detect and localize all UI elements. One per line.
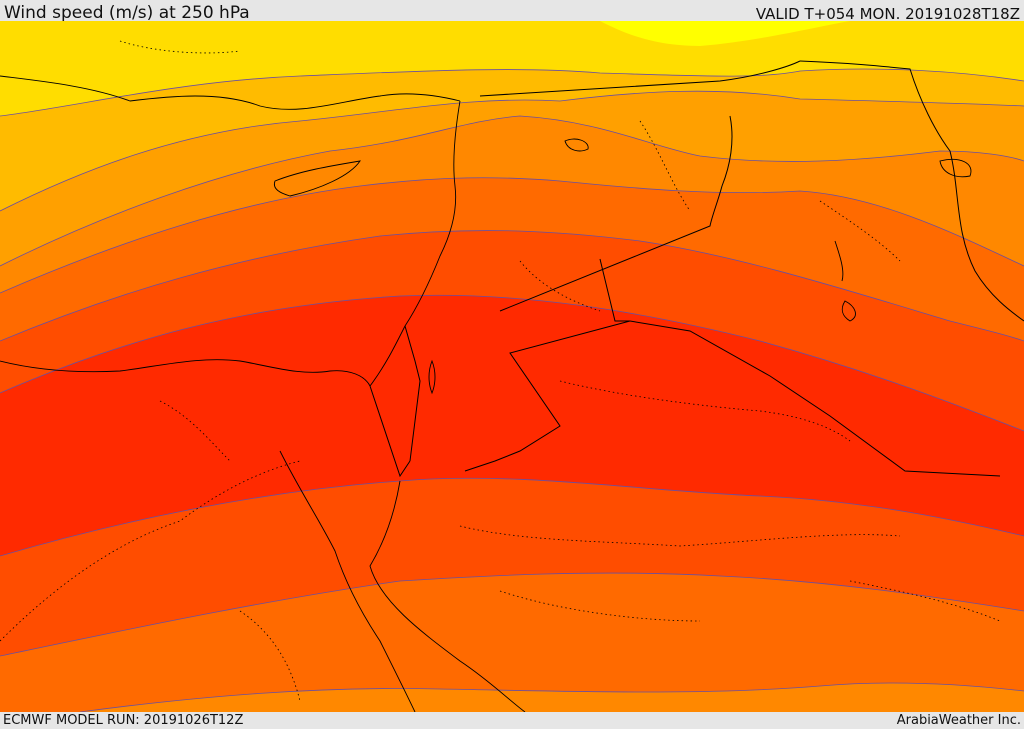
credit-label: ArabiaWeather Inc. [896,713,1021,728]
band-lower-red-orange [0,478,1024,656]
province-borders [0,40,1001,702]
band-lower-dark-orange [0,573,1024,712]
valid-time-label: VALID T+054 MON. 20191028T18Z [755,5,1020,23]
model-run-label: ECMWF MODEL RUN: 20191026T12Z [3,713,244,728]
coastlines [0,75,972,712]
wind-speed-map [0,21,1024,712]
isotach-contours [0,68,1024,712]
country-borders [369,60,1024,478]
map-title: Wind speed (m/s) at 250 hPa [4,3,250,23]
band-red-core [0,295,1024,556]
